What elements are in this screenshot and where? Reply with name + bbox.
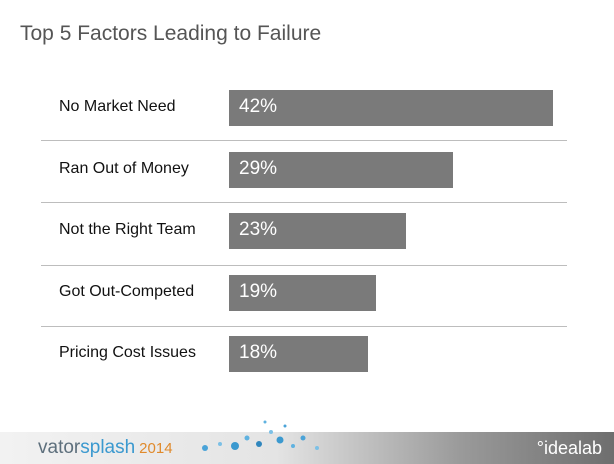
chart-title: Top 5 Factors Leading to Failure — [20, 22, 322, 45]
category-label: No Market Need — [59, 98, 176, 115]
idealab-logo: °idealab — [536, 438, 602, 458]
bar — [229, 213, 407, 249]
category-label: Got Out-Competed — [59, 283, 195, 300]
bar-value-label: 18% — [239, 342, 278, 363]
row-divider — [41, 326, 567, 327]
bar-value-label: 42% — [239, 96, 278, 117]
logo-text-splash: splash — [80, 437, 136, 458]
bar-value-label: 23% — [239, 219, 278, 240]
vatorsplash-logo: vatorsplash 2014 — [38, 437, 173, 459]
category-label: Not the Right Team — [59, 221, 196, 238]
category-label: Pricing Cost Issues — [59, 344, 196, 361]
logo-year: 2014 — [139, 440, 173, 457]
bar — [229, 336, 368, 372]
bar-value-label: 29% — [239, 158, 278, 179]
footer-banner: vatorsplash 2014 °idealab — [0, 420, 614, 464]
bar — [229, 275, 376, 311]
row-divider — [41, 265, 567, 266]
water-splash-icon — [202, 420, 319, 451]
bar-value-label: 19% — [239, 281, 278, 302]
row-divider — [41, 202, 567, 203]
category-label: Ran Out of Money — [59, 160, 189, 177]
bar — [229, 152, 453, 188]
bar — [229, 90, 553, 126]
logo-text-vator: vator — [38, 437, 81, 458]
row-divider — [41, 140, 567, 141]
